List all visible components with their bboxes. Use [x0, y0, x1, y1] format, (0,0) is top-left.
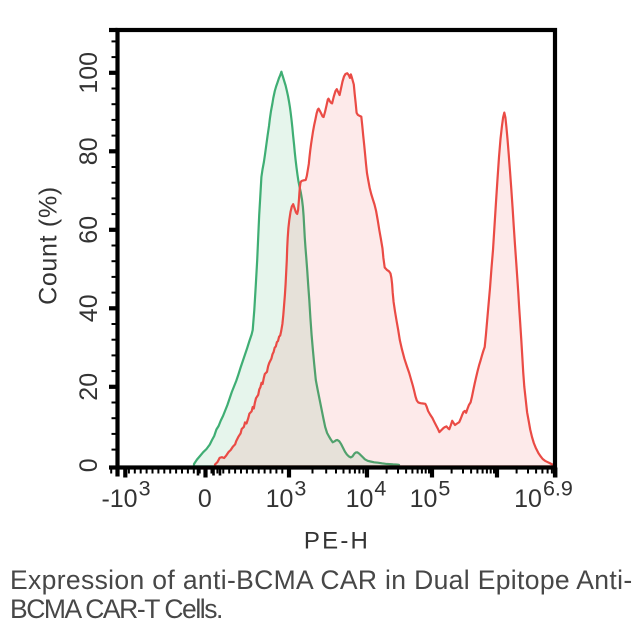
svg-text:PE-H: PE-H: [304, 528, 370, 555]
svg-text:106.9: 106.9: [514, 477, 573, 514]
svg-text:105: 105: [410, 477, 451, 514]
svg-text:Count (%): Count (%): [35, 186, 63, 305]
svg-text:0: 0: [75, 458, 103, 472]
svg-text:40: 40: [75, 294, 103, 322]
svg-text:103: 103: [266, 477, 307, 514]
svg-text:20: 20: [75, 373, 103, 401]
svg-text:104: 104: [346, 477, 387, 514]
svg-text:0: 0: [198, 485, 212, 513]
svg-text:100: 100: [75, 52, 103, 94]
svg-text:80: 80: [75, 137, 103, 165]
svg-text:60: 60: [75, 216, 103, 244]
svg-text:-103: -103: [101, 477, 150, 514]
